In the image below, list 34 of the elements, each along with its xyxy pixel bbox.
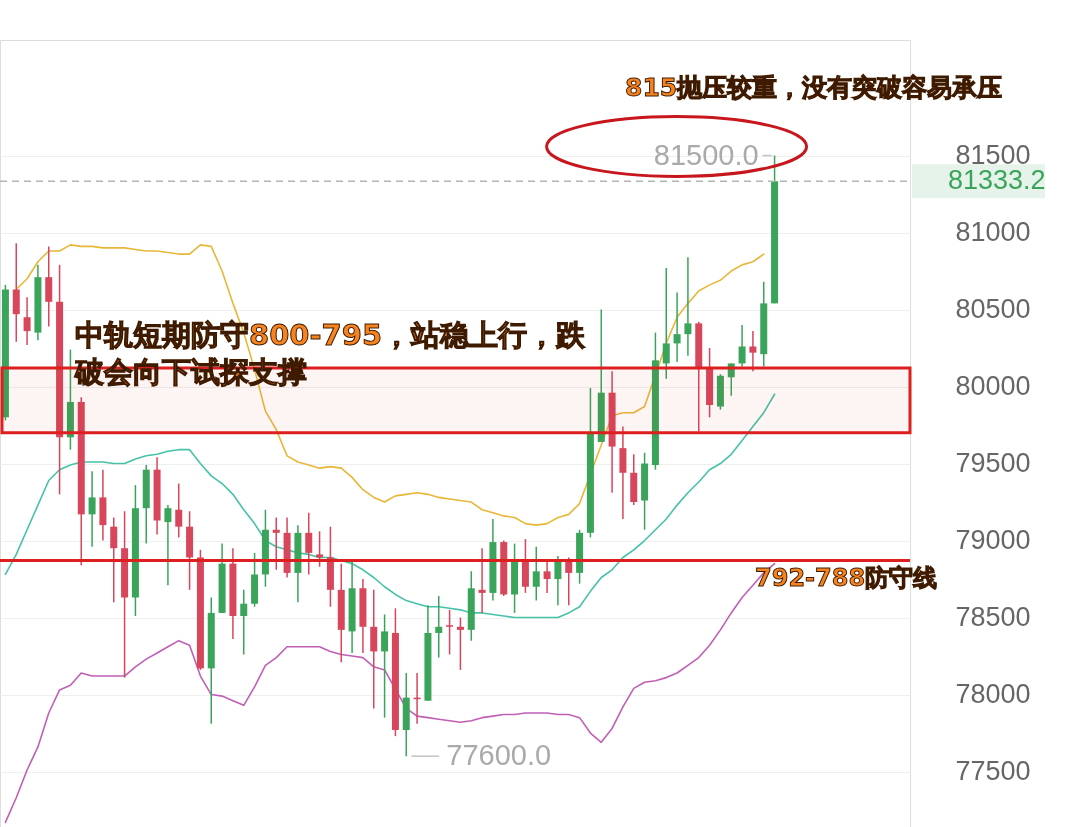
candlestick xyxy=(272,516,280,571)
annotation: 77600.0 xyxy=(446,739,552,772)
y-tick-label: 78500 xyxy=(955,602,1031,633)
y-tick-label: 77500 xyxy=(955,756,1031,787)
candlestick xyxy=(175,482,183,539)
candlestick xyxy=(478,547,486,614)
candlestick xyxy=(456,616,464,671)
candlestick xyxy=(381,613,389,719)
candlestick xyxy=(662,267,670,380)
candlestick xyxy=(110,516,118,603)
candlestick xyxy=(164,504,172,586)
candlestick xyxy=(240,589,248,656)
y-tick-label: 80500 xyxy=(955,294,1031,325)
annotation: 81500.0 xyxy=(653,138,759,171)
y-tick-label: 79000 xyxy=(955,525,1031,556)
candlestick xyxy=(435,595,443,659)
candlestick xyxy=(316,530,324,568)
candlestick xyxy=(738,324,746,368)
candlestick xyxy=(446,609,454,656)
ref-line-label: 792-788防守线 xyxy=(755,563,938,592)
candlestick xyxy=(543,561,551,594)
y-tick-label: 80000 xyxy=(955,371,1031,402)
y-tick-label: 81000 xyxy=(955,217,1031,248)
candlestick xyxy=(673,291,681,363)
annotation: 815抛压较重，没有突破容易承压 xyxy=(625,73,1003,102)
candlestick xyxy=(684,256,692,357)
candlestick xyxy=(88,470,96,548)
candlestick xyxy=(532,545,540,602)
y-tick-label: 78000 xyxy=(955,679,1031,710)
y-tick-label: 79500 xyxy=(955,448,1031,479)
candlestick xyxy=(23,296,31,346)
candlestick xyxy=(749,330,757,372)
candlestick xyxy=(305,512,313,576)
candlestick xyxy=(727,362,735,397)
